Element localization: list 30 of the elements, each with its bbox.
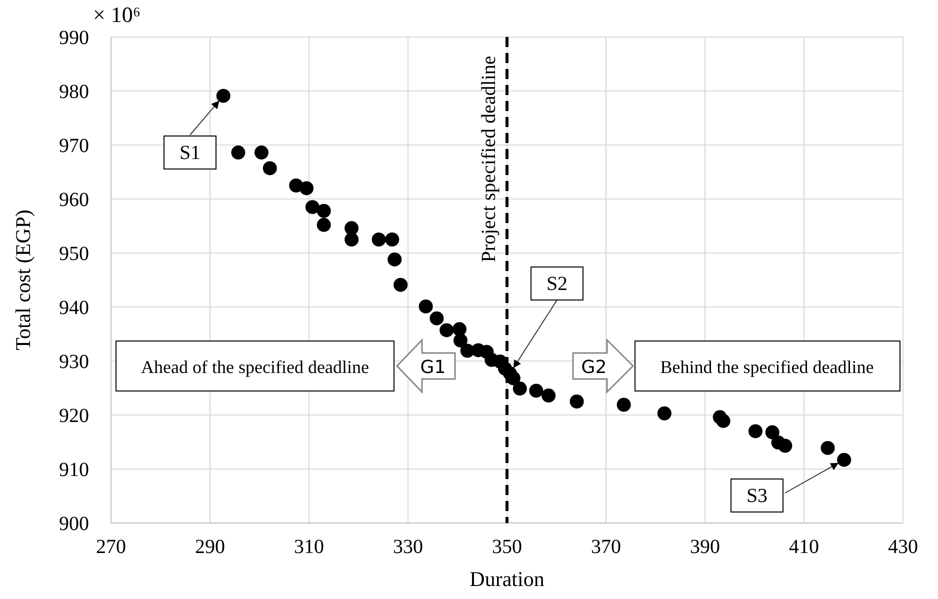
annotation: Behind the specified deadline [660,357,874,377]
x-axis-title: Duration [470,567,545,591]
y-tick-label: 990 [59,27,89,49]
x-tick-label: 330 [393,536,423,558]
y-tick-label: 980 [59,81,89,103]
annotation: G1 [420,357,446,378]
annotation: S1 [179,142,201,164]
annotation: Ahead of the specified deadline [141,357,369,377]
x-tick-label: 270 [96,536,126,558]
y-tick-label: 930 [59,351,89,373]
annotation: G2 [581,357,607,378]
ref-line-label: Project specified deadline [478,56,500,262]
x-tick-label: 430 [888,536,918,558]
text: × 10⁶ [93,2,141,27]
annotation: S3 [746,485,768,507]
y-tick-label: 940 [59,297,89,319]
annotation: S2 [546,273,568,295]
x-tick-label: 410 [789,536,819,558]
y-tick-label: 900 [59,513,89,535]
x-tick-label: 310 [294,536,324,558]
y-tick-label: 960 [59,189,89,211]
x-tick-label: 350 [492,536,522,558]
y-axis-title: Total cost (EGP) [11,210,35,350]
y-tick-label: 920 [59,405,89,427]
x-tick-label: 390 [690,536,720,558]
y-tick-label: 970 [59,135,89,157]
x-tick-label: 370 [591,536,621,558]
y-tick-label: 910 [59,459,89,481]
y-tick-label: 950 [59,243,89,265]
x-tick-label: 290 [195,536,225,558]
